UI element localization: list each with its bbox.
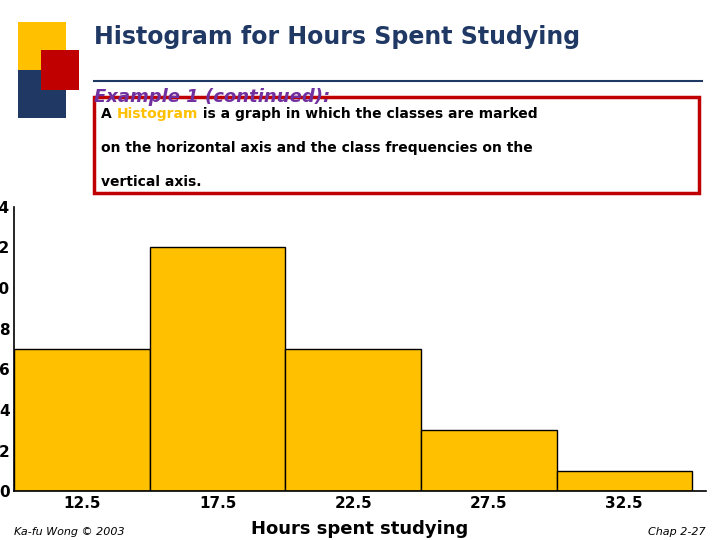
X-axis label: Hours spent studying: Hours spent studying (251, 519, 469, 538)
Bar (18, 22, 66, 70)
Text: A: A (101, 106, 117, 120)
Bar (14, 349, 150, 491)
Text: Histogram: Histogram (117, 106, 198, 120)
Text: on the horizontal axis and the class frequencies on the: on the horizontal axis and the class fre… (101, 140, 533, 154)
Text: vertical axis.: vertical axis. (101, 174, 202, 188)
Text: Ka-fu Wong © 2003: Ka-fu Wong © 2003 (14, 527, 125, 537)
Bar (18, 70, 66, 118)
Bar (285, 349, 421, 491)
Text: Chap 2-27: Chap 2-27 (648, 527, 706, 537)
Text: is a graph in which the classes are marked: is a graph in which the classes are mark… (198, 106, 537, 120)
Text: Histogram for Hours Spent Studying: Histogram for Hours Spent Studying (94, 25, 580, 49)
Bar (557, 471, 692, 491)
Bar (40, 50, 78, 90)
Text: Example 1 (continued):: Example 1 (continued): (94, 88, 330, 106)
Bar (94, 97, 698, 193)
Bar (421, 430, 557, 491)
Bar (150, 247, 285, 491)
